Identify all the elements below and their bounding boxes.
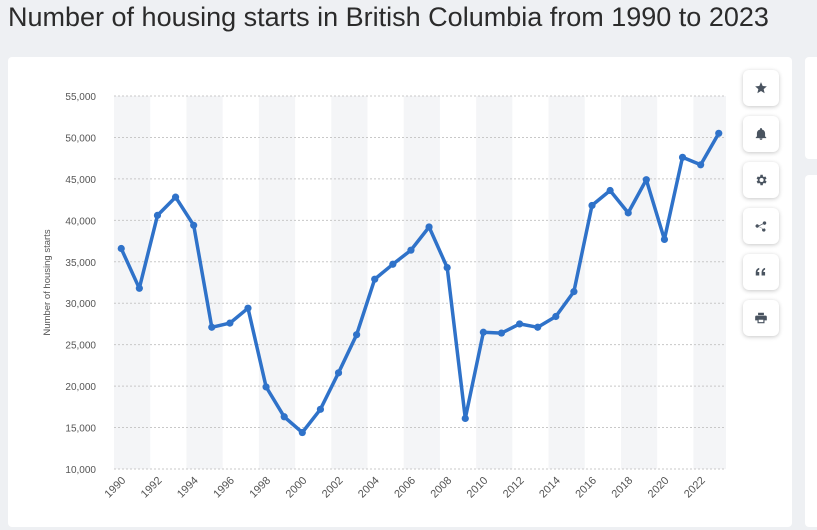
x-tick-label: 2014: [537, 475, 563, 501]
y-tick-label: 30,000: [65, 299, 96, 310]
data-point: [570, 288, 578, 296]
data-point: [515, 320, 524, 328]
data-point: [678, 153, 687, 161]
data-point: [606, 186, 614, 195]
data-point: [171, 193, 180, 201]
share-icon: [755, 221, 767, 232]
settings-button[interactable]: [743, 162, 779, 198]
x-tick-label: 2002: [320, 475, 346, 501]
data-point: [353, 331, 361, 339]
data-point: [552, 312, 560, 321]
x-tick-label: 2016: [573, 475, 599, 501]
data-point: [642, 176, 650, 184]
x-tick-label: 1996: [211, 475, 237, 501]
data-point: [226, 319, 234, 327]
print-button[interactable]: [743, 300, 779, 336]
print-icon: [755, 312, 767, 324]
data-point: [280, 413, 288, 421]
data-point: [479, 328, 487, 336]
data-point: [135, 284, 143, 292]
background-band: [258, 96, 296, 469]
x-tick-label: 1994: [175, 475, 201, 501]
data-point: [153, 211, 162, 219]
side-panel-top: [805, 57, 817, 159]
data-point: [208, 323, 216, 331]
x-tick-label: 2008: [428, 475, 454, 501]
background-band: [114, 96, 151, 469]
x-tick-label: 2022: [682, 475, 708, 501]
background-band: [476, 96, 513, 469]
notification-button[interactable]: [743, 116, 779, 152]
x-tick-label: 2012: [501, 475, 527, 501]
quote-icon: [755, 267, 766, 276]
data-point: [407, 246, 415, 254]
data-point: [425, 223, 433, 231]
y-tick-label: 40,000: [65, 216, 96, 227]
data-point: [461, 414, 469, 423]
x-tick-label: 2018: [610, 475, 636, 501]
y-tick-label: 10,000: [65, 465, 96, 476]
data-point: [624, 209, 632, 217]
bell-icon: [755, 128, 767, 140]
background-band: [331, 96, 368, 469]
data-point: [443, 263, 451, 272]
x-tick-label: 1990: [103, 475, 129, 501]
data-point: [316, 405, 325, 413]
x-tick-label: 2004: [356, 475, 382, 501]
y-tick-label: 35,000: [65, 258, 96, 269]
x-tick-label: 1992: [139, 475, 165, 501]
data-point: [715, 129, 723, 137]
y-tick-label: 25,000: [65, 341, 96, 352]
y-axis-label: Number of housing starts: [42, 229, 53, 335]
y-tick-label: 55,000: [65, 92, 96, 103]
y-tick-label: 45,000: [65, 175, 96, 186]
data-point: [262, 383, 270, 391]
favorite-button[interactable]: [743, 70, 779, 106]
x-tick-label: 2000: [284, 475, 310, 501]
share-button[interactable]: [743, 208, 779, 244]
data-point: [117, 244, 125, 253]
cite-button[interactable]: [743, 254, 779, 290]
data-point: [389, 260, 397, 268]
background-band: [620, 96, 658, 469]
data-point: [371, 275, 379, 283]
line-chart: 10,000 15,000 20,000 25,000 30,000 35,000 40,0…: [42, 92, 726, 501]
background-band: [693, 96, 726, 469]
x-tick-label: 2006: [392, 475, 418, 501]
data-point: [190, 221, 198, 229]
data-point: [244, 304, 252, 312]
y-tick-label: 50,000: [65, 133, 96, 144]
data-point: [497, 329, 506, 337]
data-point: [334, 369, 343, 377]
x-tick-label: 1998: [247, 475, 273, 501]
star-icon: [755, 82, 767, 94]
x-tick-label: 2010: [465, 475, 491, 501]
background-band: [548, 96, 585, 469]
data-point: [298, 428, 306, 437]
series-line: [119, 131, 721, 435]
chart-card: 10,000 15,000 20,000 25,000 30,000 35,000 40,0…: [8, 57, 792, 527]
data-point: [660, 235, 669, 243]
data-point: [588, 201, 596, 210]
y-tick-label: 15,000: [65, 424, 96, 435]
background-band: [403, 96, 440, 469]
page-title: Number of housing starts in British Colu…: [8, 2, 769, 32]
x-tick-label: 2020: [646, 475, 672, 501]
side-panel-bottom: [805, 175, 817, 527]
y-tick-label: 20,000: [65, 382, 96, 393]
data-point: [697, 161, 705, 169]
data-point: [534, 323, 542, 331]
gear-icon: [756, 174, 767, 186]
